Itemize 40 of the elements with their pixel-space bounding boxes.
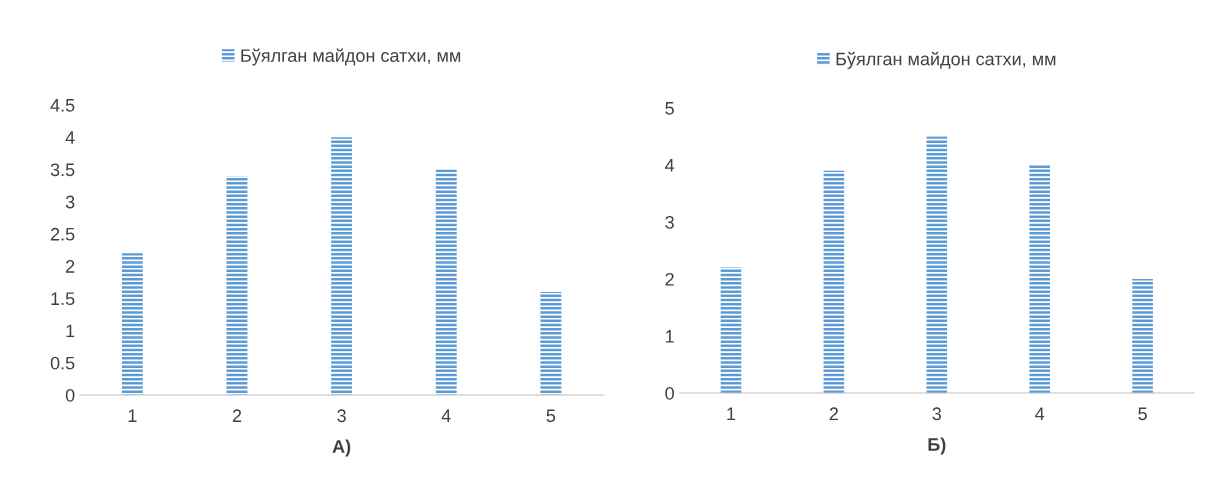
x-tick-label: 2 <box>829 407 838 420</box>
y-tick-label: 4.5 <box>50 99 75 112</box>
y-tick-label: 2.5 <box>50 227 75 241</box>
y-tick-label: 2 <box>665 272 674 286</box>
x-tick-label: 4 <box>1035 407 1045 420</box>
y-tick-label: 0 <box>665 386 674 400</box>
y-tick-label: 3 <box>665 215 674 229</box>
x-tick-label: 2 <box>232 409 242 422</box>
x-tick-label: 4 <box>441 409 451 422</box>
bar <box>926 136 948 393</box>
y-tick-label: 0.5 <box>50 356 75 370</box>
y-tick-label: 1 <box>665 330 674 343</box>
x-tick-label: 1 <box>727 407 736 420</box>
bar <box>435 169 457 395</box>
x-tick-label: 5 <box>1138 407 1147 421</box>
y-tick-label: 4 <box>65 131 75 144</box>
bar <box>1132 279 1153 393</box>
y-tick-label: 3.5 <box>50 163 75 177</box>
x-tick-label: 3 <box>337 409 346 423</box>
x-tick-label: 5 <box>546 409 556 423</box>
y-tick-label: 2 <box>66 260 75 273</box>
legend-label: Бўялган майдон сатхи, мм <box>241 48 461 66</box>
bar <box>720 267 742 393</box>
bar <box>823 170 845 393</box>
y-tick-label: 1.5 <box>51 292 75 306</box>
x-tick-label: 1 <box>128 409 137 422</box>
bar <box>331 137 353 395</box>
y-tick-label: 5 <box>665 102 674 115</box>
y-tick-label: 4 <box>665 159 675 172</box>
legend-label: Бўялган майдон сатхи, мм <box>836 51 1056 69</box>
x-axis-title: А) <box>332 439 351 457</box>
y-tick-label: 1 <box>66 324 75 338</box>
bar <box>226 175 248 395</box>
x-tick-label: 3 <box>932 407 942 421</box>
bar <box>540 291 562 395</box>
bar <box>121 253 143 395</box>
x-axis-title: Б) <box>928 437 946 455</box>
y-tick-label: 3 <box>65 195 75 209</box>
bar <box>1029 165 1050 393</box>
y-tick-label: 0 <box>65 388 75 402</box>
